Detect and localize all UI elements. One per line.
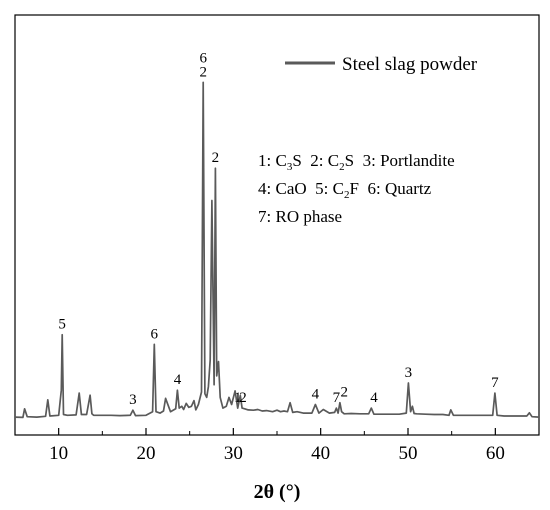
peak-label-14: 7 xyxy=(491,375,499,391)
peak-label-13: 3 xyxy=(405,365,413,381)
phase-key-row-2: 4: CaO 5: C2F 6: Quartz xyxy=(258,179,432,201)
phase-key-formula: C xyxy=(333,179,344,198)
peak-label-2: 3 xyxy=(129,392,137,408)
phase-key-formula: C xyxy=(328,151,339,170)
phase-key-formula: RO phase xyxy=(275,207,342,226)
phase-key-gap xyxy=(307,179,316,198)
phase-key-id: 7: xyxy=(258,207,275,226)
peak-label-0: 5 xyxy=(58,317,66,333)
peak-label-8: 2 xyxy=(239,390,247,406)
phase-key-formula: S xyxy=(345,151,354,170)
phase-key-formula: C xyxy=(275,151,286,170)
peak-label-10: 7 xyxy=(333,390,341,406)
peak-label-7: 1 xyxy=(234,390,242,406)
x-axis-ticks xyxy=(14,428,540,435)
phase-key-formula: CaO xyxy=(275,179,306,198)
phase-key-formula: S xyxy=(292,151,301,170)
phase-key-id: 3: xyxy=(363,151,380,170)
phase-key-gap xyxy=(354,151,363,170)
x-tick-label-20: 20 xyxy=(137,443,156,464)
phase-key-formula: Portlandite xyxy=(380,151,455,170)
phase-key-formula: F xyxy=(349,179,358,198)
peak-label-12: 4 xyxy=(370,390,378,406)
phase-key-gap xyxy=(359,179,368,198)
phase-key-subscript: 2 xyxy=(344,189,350,201)
legend-label: Steel slag powder xyxy=(342,54,478,75)
x-tick-label-10: 10 xyxy=(49,443,68,464)
peak-label-11: 2 xyxy=(340,385,348,401)
x-axis-title: 2θ (°) xyxy=(254,481,301,503)
phase-key-id: 1: xyxy=(258,151,275,170)
phase-key-formula: Quartz xyxy=(385,179,432,198)
phase-key-row-1: 1: C3S 2: C2S 3: Portlandite xyxy=(258,151,455,173)
peak-label-5: 2 xyxy=(199,64,207,80)
peak-label-6: 2 xyxy=(212,150,220,166)
x-axis-tick-labels: 10 20 30 40 50 60 xyxy=(49,443,505,464)
x-tick-label-50: 50 xyxy=(399,443,418,464)
x-tick-label-40: 40 xyxy=(311,443,330,464)
peak-label-1: 6 xyxy=(151,326,159,342)
legend: Steel slag powder xyxy=(285,54,478,75)
peak-label-3: 4 xyxy=(174,372,182,388)
x-tick-label-30: 30 xyxy=(224,443,243,464)
series-line-steel-slag-powder xyxy=(14,81,540,419)
peak-label-9: 4 xyxy=(312,387,320,403)
phase-key-id: 2: xyxy=(310,151,327,170)
peak-label-4: 6 xyxy=(199,50,207,66)
phase-key-row-3: 7: RO phase xyxy=(258,207,342,226)
phase-key-subscript: 3 xyxy=(287,161,293,173)
phase-key-id: 5: xyxy=(315,179,332,198)
phase-key-id: 4: xyxy=(258,179,275,198)
x-tick-label-60: 60 xyxy=(486,443,505,464)
phase-key-gap xyxy=(302,151,311,170)
phase-key-id: 6: xyxy=(367,179,384,198)
phase-key-subscript: 2 xyxy=(339,161,345,173)
